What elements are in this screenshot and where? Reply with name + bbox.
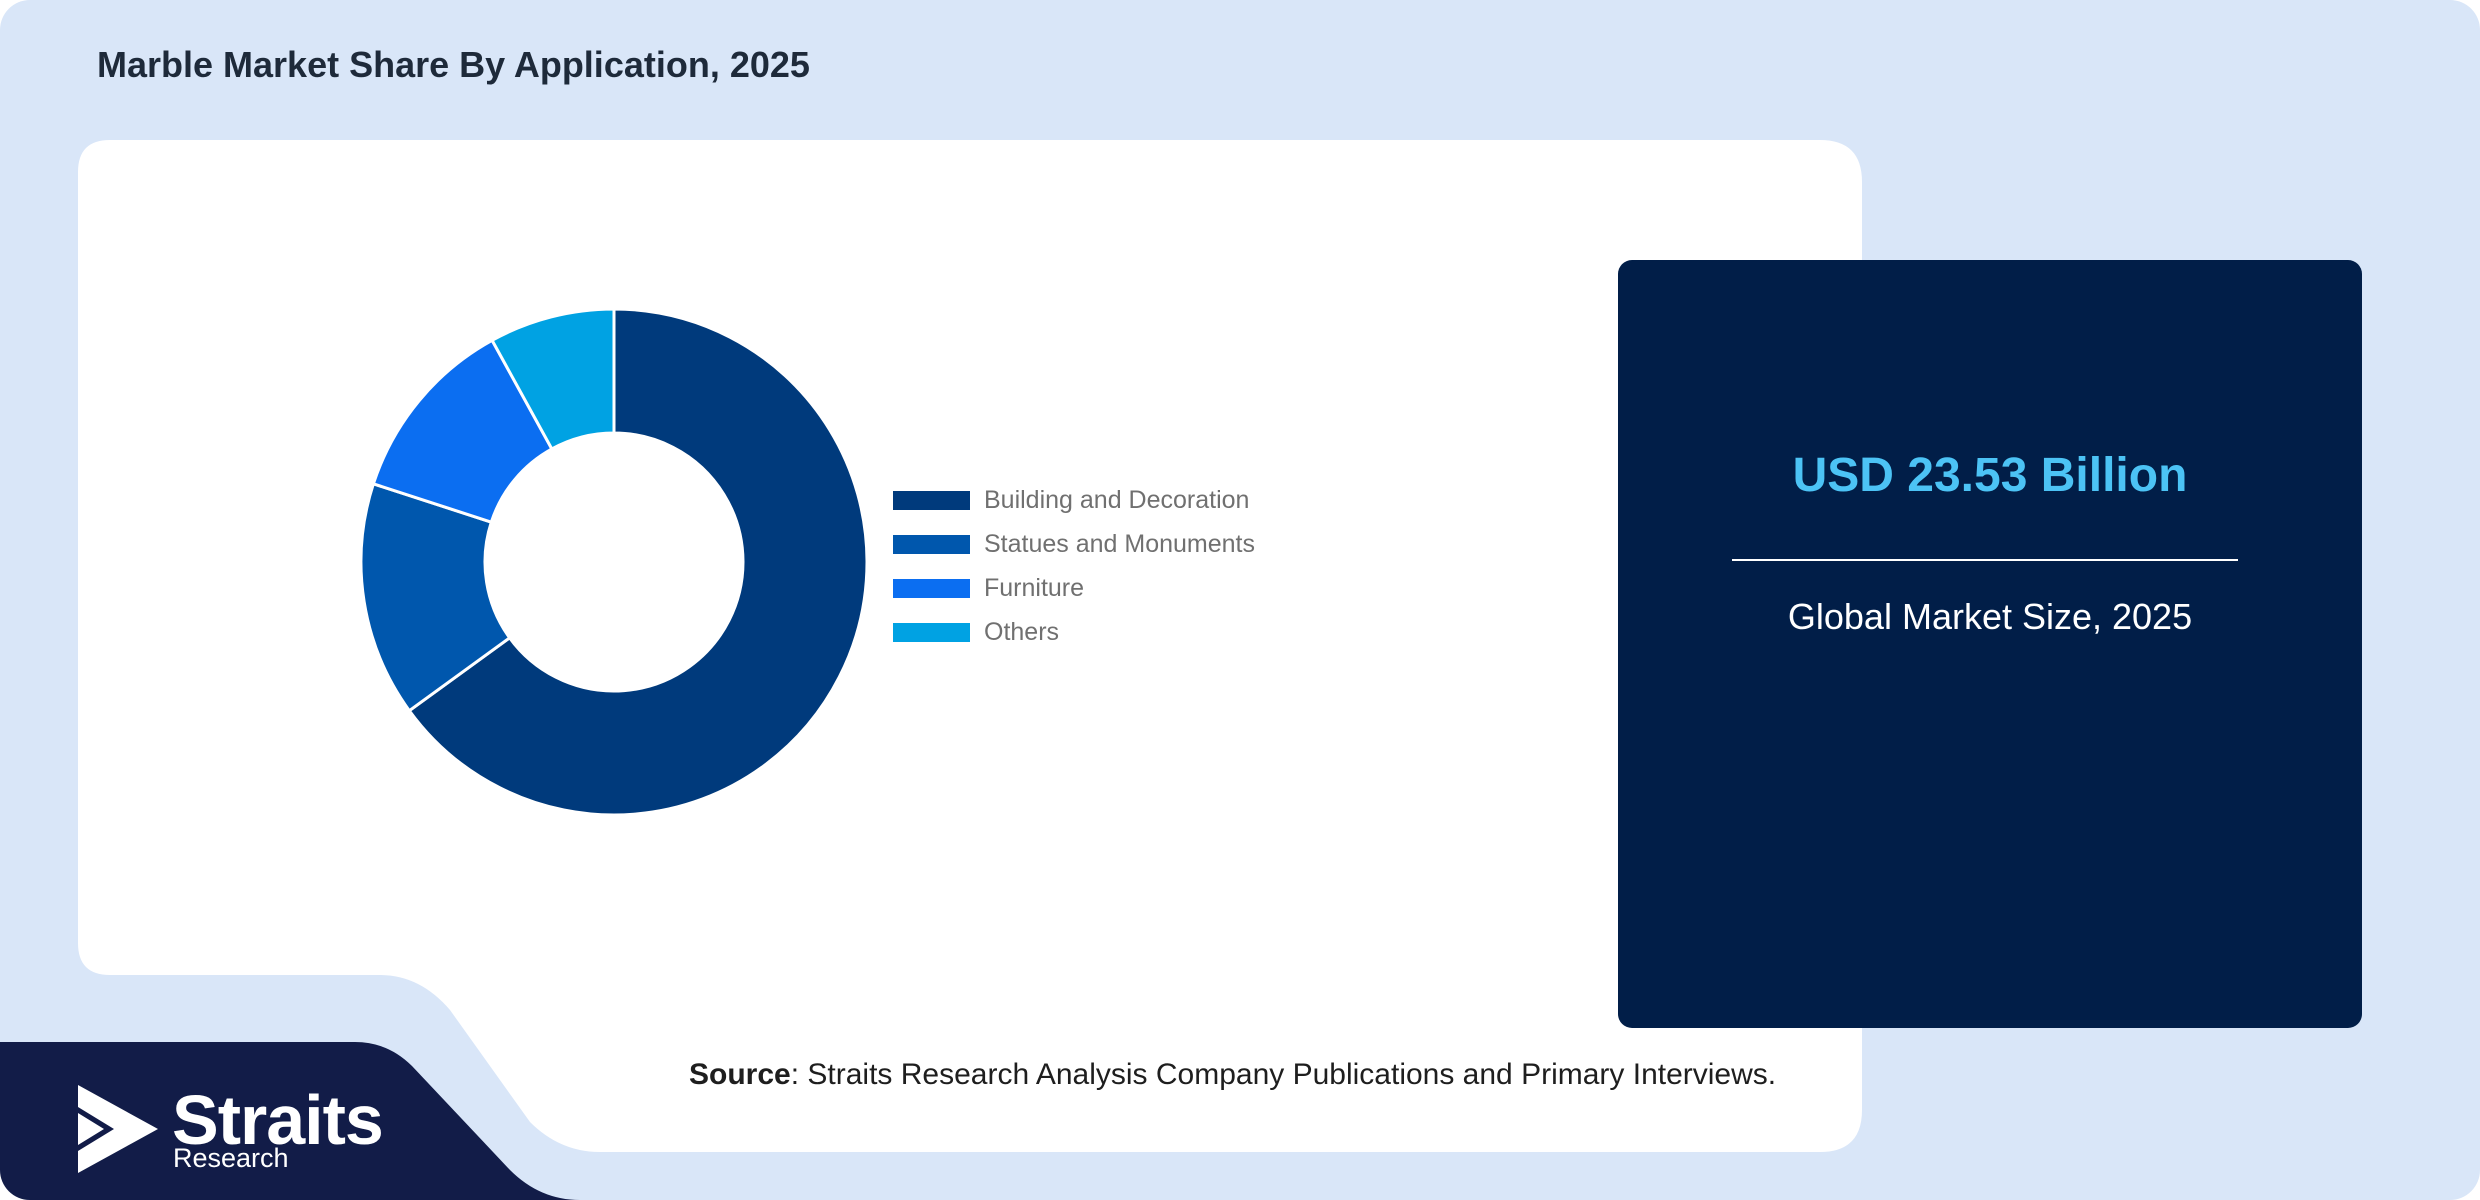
brand-subtitle: Research xyxy=(173,1143,289,1173)
legend-swatch xyxy=(893,622,970,642)
donut-slice-statues-and-monuments xyxy=(359,481,512,713)
straits-logo-icon xyxy=(78,1085,158,1173)
legend-swatch xyxy=(893,534,970,554)
source-note: Source: Straits Research Analysis Compan… xyxy=(689,1058,1776,1092)
source-text: : Straits Research Analysis Company Publ… xyxy=(790,1058,1777,1091)
legend-label: Others xyxy=(984,617,1060,646)
source-prefix: Source xyxy=(689,1058,791,1091)
market-size-label: Global Market Size, 2025 xyxy=(1787,596,2193,637)
legend-item: Building and Decoration xyxy=(893,478,1255,522)
donut-slice-building-and-decoration xyxy=(407,307,869,817)
legend-item: Others xyxy=(893,610,1255,654)
chart-area xyxy=(300,250,1300,850)
legend-label: Furniture xyxy=(984,573,1085,602)
market-size-value: USD 23.53 Billion xyxy=(1792,449,2188,502)
chart-legend: Building and Decoration Statues and Monum… xyxy=(893,478,1255,654)
legend-swatch xyxy=(893,578,970,598)
market-size-card: USD 23.53 Billion Global Market Size, 20… xyxy=(1618,260,2362,1028)
legend-swatch xyxy=(893,490,970,510)
logo-band xyxy=(0,1042,580,1200)
legend-label: Statues and Monuments xyxy=(984,529,1255,558)
legend-label: Building and Decoration xyxy=(984,485,1250,514)
brand-name: Straits xyxy=(172,1081,384,1159)
chart-title: Marble Market Share By Application, 2025 xyxy=(97,44,810,85)
card-divider xyxy=(1732,559,2238,561)
legend-item: Furniture xyxy=(893,566,1255,610)
legend-item: Statues and Monuments xyxy=(893,522,1255,566)
donut-chart xyxy=(359,307,869,817)
donut-slice-others xyxy=(490,307,616,451)
